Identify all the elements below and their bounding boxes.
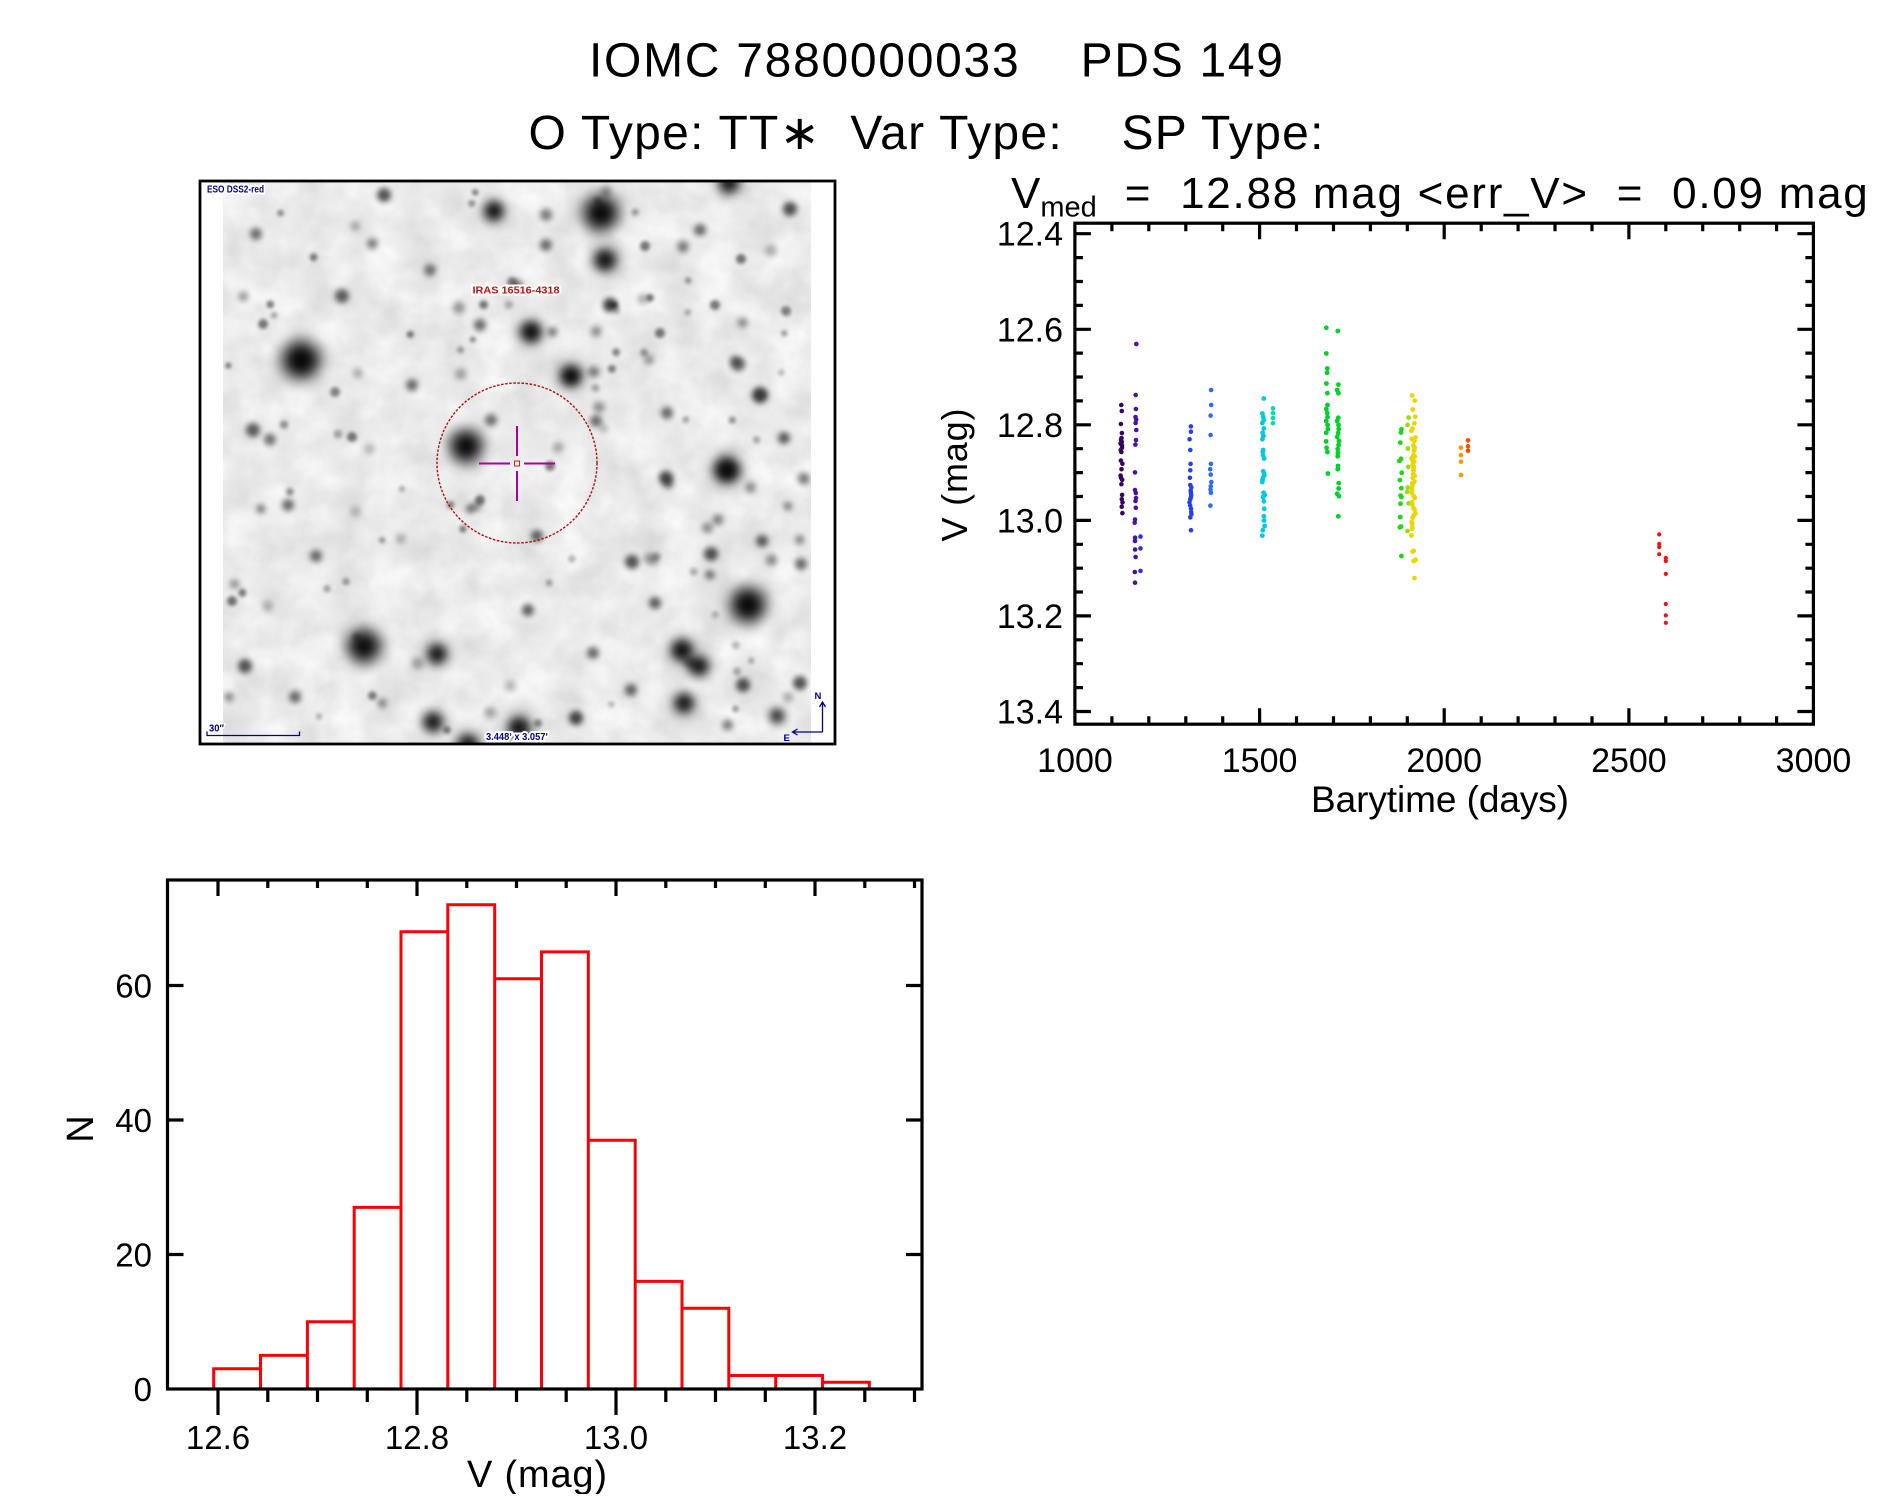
svg-text:ESO DSS2-red: ESO DSS2-red — [207, 185, 264, 196]
svg-text:13.0: 13.0 — [997, 502, 1063, 540]
svg-text:13.4: 13.4 — [997, 694, 1063, 732]
svg-text:13.2: 13.2 — [783, 1419, 847, 1456]
svg-text:IOMC 7880000033 PDS 149: IOMC 7880000033 PDS 149 — [589, 35, 1283, 88]
svg-text:N: N — [60, 1115, 102, 1142]
svg-text:60: 60 — [115, 968, 152, 1005]
svg-text:12.6: 12.6 — [997, 311, 1063, 349]
svg-text:12.8: 12.8 — [997, 407, 1063, 445]
svg-text:3000: 3000 — [1776, 742, 1852, 780]
svg-text:IRAS 16516-4318: IRAS 16516-4318 — [473, 285, 560, 297]
svg-text:2000: 2000 — [1406, 742, 1482, 780]
svg-text:1500: 1500 — [1222, 742, 1298, 780]
svg-text:Vmed = 12.88 mag <err_V> =: Vmed = 12.88 mag <err_V> = 0.09 mag — [1011, 169, 1868, 224]
svg-text:E: E — [784, 733, 790, 744]
svg-text:12.8: 12.8 — [385, 1419, 449, 1456]
svg-text:N: N — [815, 691, 822, 702]
svg-text:20: 20 — [115, 1237, 152, 1274]
svg-text:13.0: 13.0 — [584, 1419, 648, 1456]
svg-text:13.2: 13.2 — [997, 598, 1063, 636]
svg-text:12.4: 12.4 — [997, 216, 1063, 254]
svg-text:1000: 1000 — [1037, 742, 1113, 780]
svg-text:40: 40 — [115, 1102, 152, 1139]
svg-text:12.6: 12.6 — [186, 1419, 250, 1456]
svg-text:2500: 2500 — [1591, 742, 1667, 780]
svg-text:30″: 30″ — [209, 723, 224, 735]
svg-text:O Type: TT∗ Var Type: SP T: O Type: TT∗ Var Type: SP Type: — [529, 107, 1324, 160]
svg-text:V (mag): V (mag) — [467, 1454, 607, 1494]
svg-text:V (mag): V (mag) — [934, 409, 975, 542]
svg-text:3.448ʼ x 3.057ʼ: 3.448ʼ x 3.057ʼ — [486, 731, 548, 743]
svg-text:Barytime (days): Barytime (days) — [1311, 779, 1569, 820]
svg-text:0: 0 — [134, 1371, 152, 1408]
